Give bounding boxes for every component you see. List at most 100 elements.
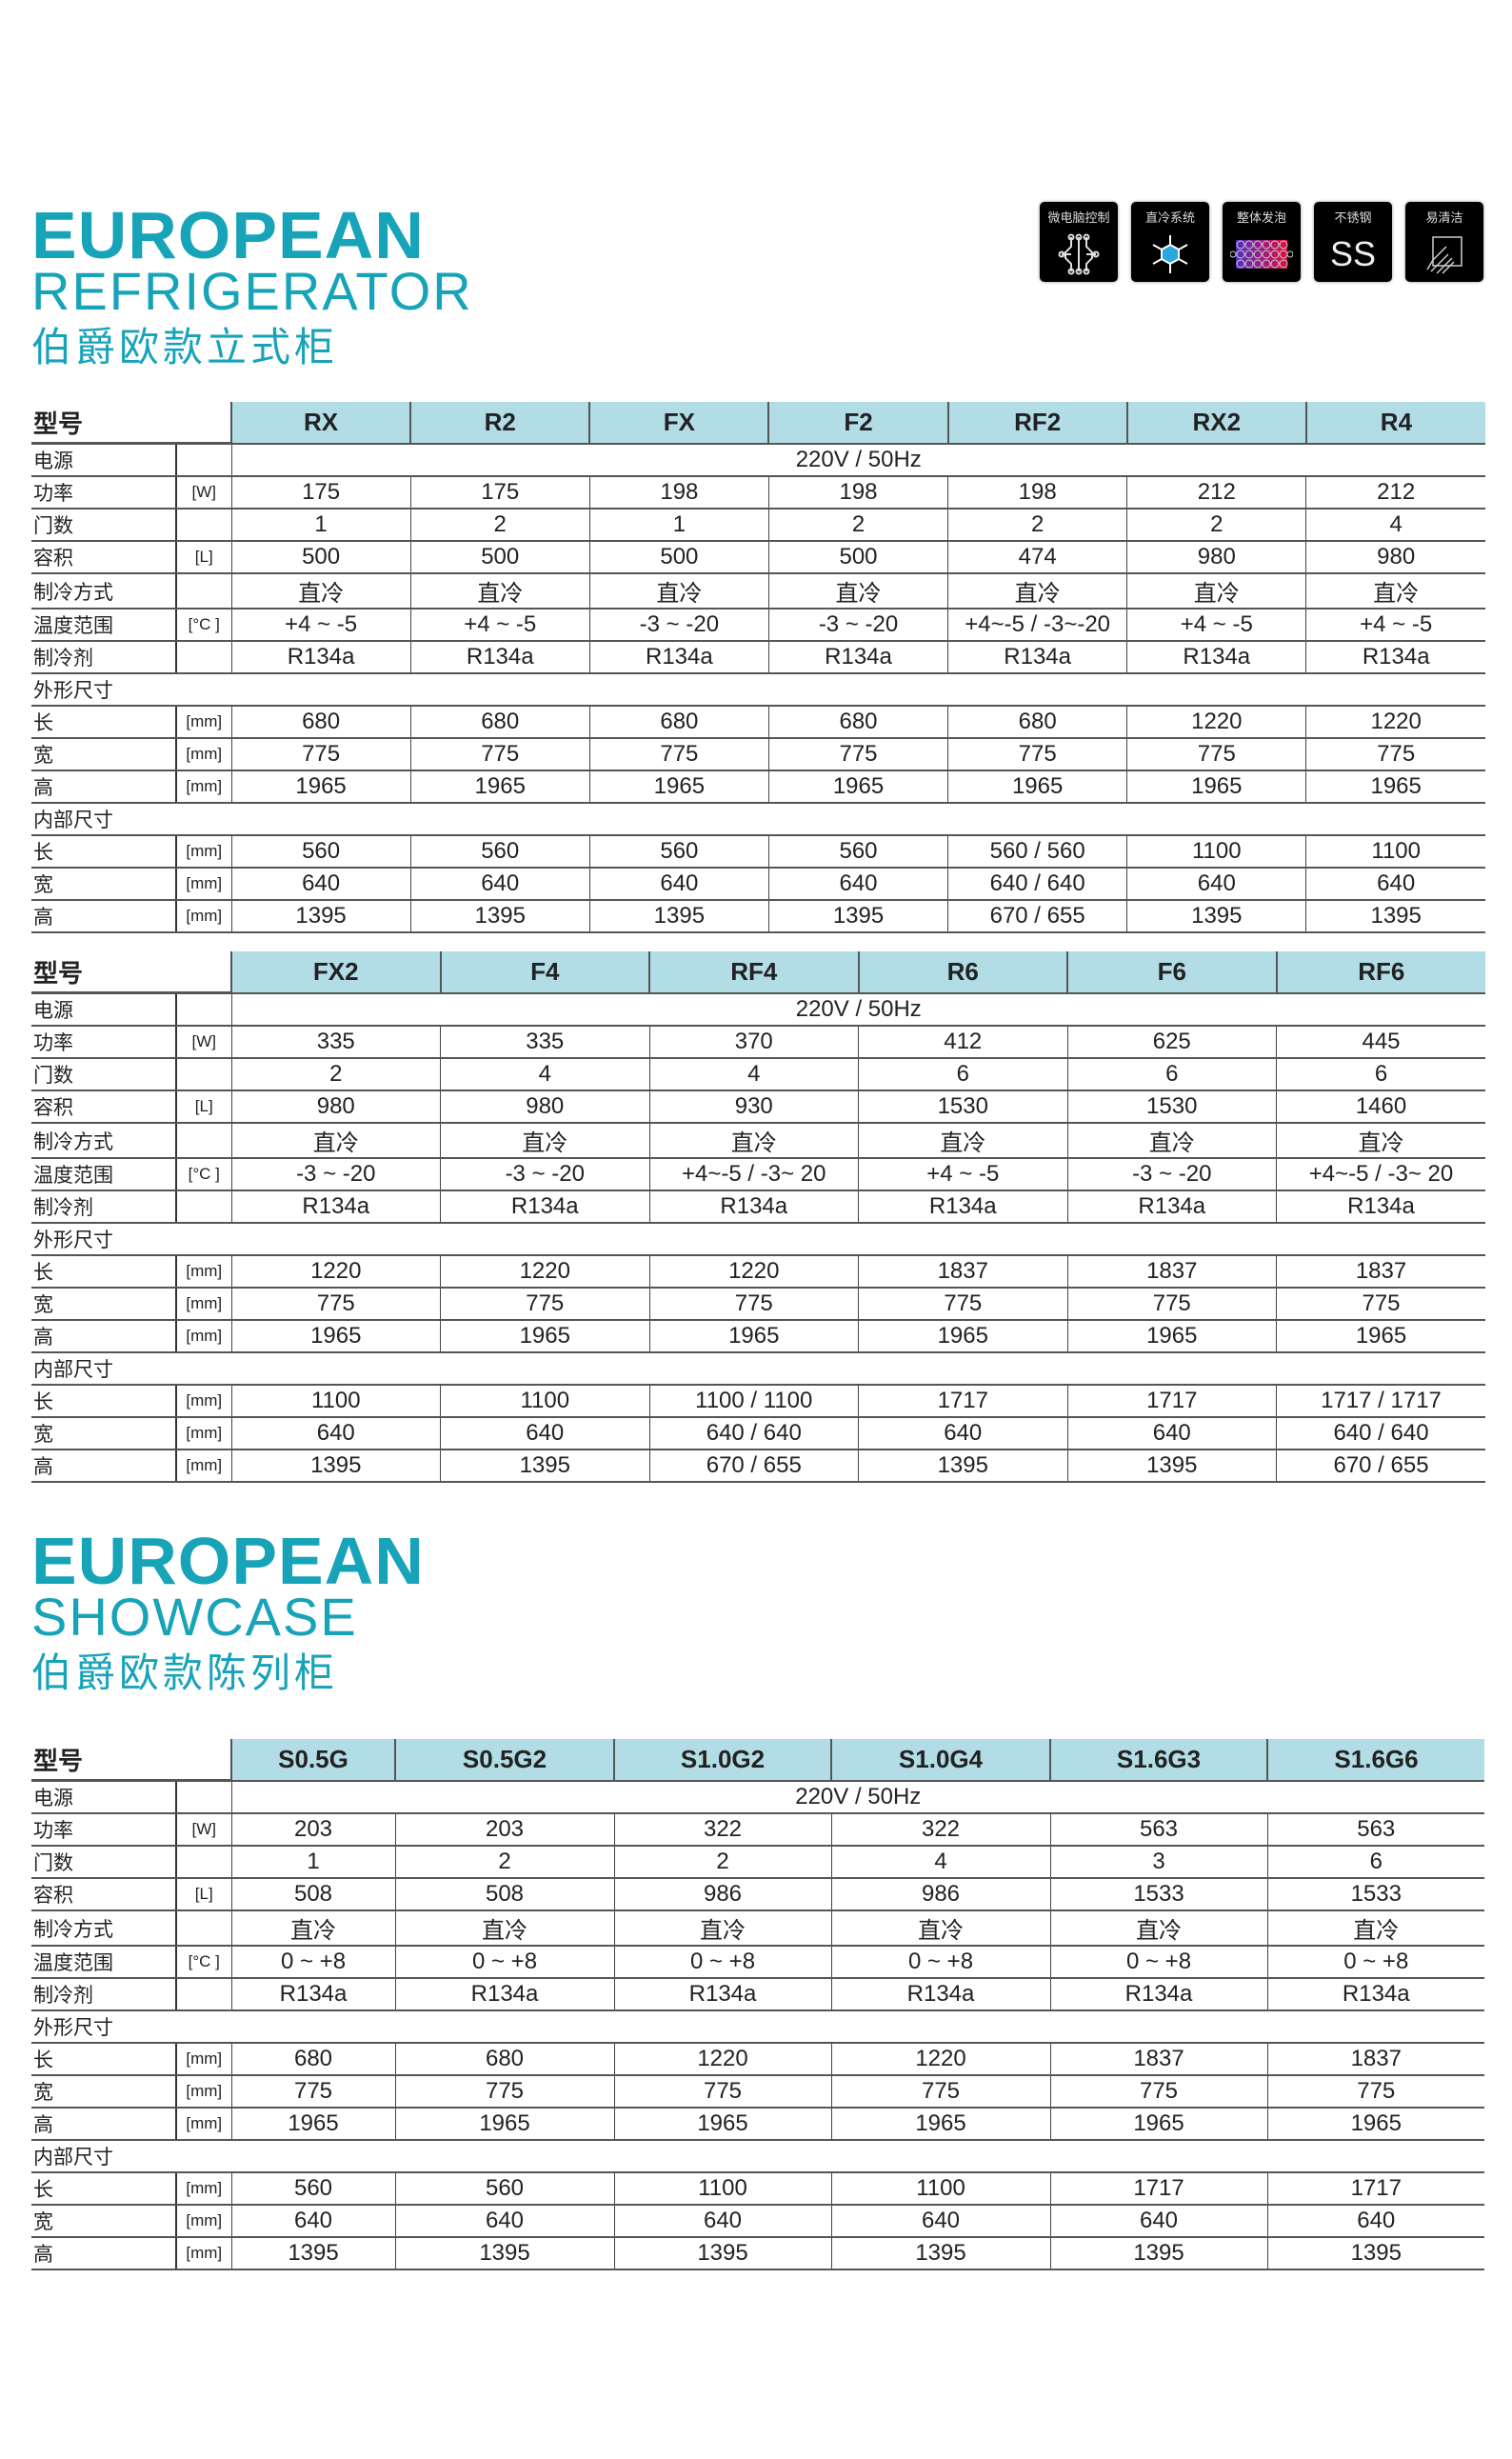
cell-value: 0 ~ +8 (1266, 1946, 1485, 1979)
table-row: 长 [mm] 560 560 1100 1100 1717 1717 (31, 2172, 1512, 2206)
table-row: 高 [mm] 1965 1965 1965 1965 1965 1965 1965 (31, 770, 1485, 804)
cell-value: 335 (230, 1026, 441, 1059)
section1-title-en2: REFRIGERATOR (31, 261, 473, 321)
hand-wipe-icon (1423, 226, 1465, 282)
cell-value: 1965 (648, 1320, 859, 1353)
cell-value: 0 ~ +8 (394, 1946, 615, 1979)
cell-value: 1717 (858, 1385, 1068, 1418)
cell-value: 1965 (230, 1320, 441, 1353)
table-row: 宽 [mm] 640 640 640 / 640 640 640 640 / 640 (31, 1417, 1486, 1450)
cell-value: 500 (588, 541, 769, 574)
cell-value: 直冷 (409, 573, 590, 610)
cell-value: 1837 (1276, 1255, 1486, 1289)
cell-value: 1 (588, 509, 769, 542)
cell-value: 775 (1266, 2075, 1485, 2109)
cell-value: +4 ~ -5 (858, 1158, 1068, 1191)
group-label: 内部尺寸 (31, 803, 1485, 836)
cell-value: 4 (1305, 509, 1485, 542)
table-row: 高 [mm] 1965 1965 1965 1965 1965 1965 (31, 1320, 1486, 1353)
cell-value: 775 (394, 2075, 615, 2109)
row-label: 功率 (31, 1026, 176, 1059)
cell-value: 直冷 (830, 1910, 1051, 1947)
table-row: 门数 1 2 2 4 3 6 (31, 1846, 1512, 1879)
table-row: 功率 [W] 335 335 370 412 625 445 (31, 1026, 1486, 1059)
cell-value: -3 ~ -20 (1066, 1158, 1277, 1191)
section1-title-en1: EUROPEAN (31, 198, 425, 272)
cell-value: 560 (767, 835, 948, 869)
cell-value: 1395 (1266, 2237, 1485, 2270)
row-label: 制冷剂 (31, 641, 176, 674)
row-label: 温度范围 (31, 609, 176, 642)
cell-value: 1100 / 1100 (648, 1385, 859, 1418)
header-row: 型号 RX R2 FX F2 RF2 RX2 R4 (31, 402, 1485, 445)
table-row: 容积 [L] 500 500 500 500 474 980 980 (31, 541, 1485, 574)
cell-value: 2 (230, 1058, 441, 1091)
cell-value: 1395 (588, 900, 769, 933)
row-unit: [mm] (174, 2043, 232, 2076)
model-header: FX (588, 402, 769, 445)
cell-value: 980 (440, 1090, 650, 1124)
table-row: 温度范围 [°C ] +4 ~ -5 +4 ~ -5 -3 ~ -20 -3 ~ -20 +… (31, 609, 1485, 642)
cell-value: 640 (613, 2205, 832, 2238)
spec-table-refrigerator-2: 型号 FX2 F4 RF4 R6 F6 RF6 电源 220V / 50Hz 功率 [W] 335 33… (31, 951, 1486, 1483)
table-row: 高 [mm] 1395 1395 1395 1395 670 / 655 1395 1395 (31, 900, 1485, 933)
row-unit: [W] (174, 1813, 232, 1847)
cell-value: +4~-5 / -3~-20 (947, 609, 1127, 642)
cell-value: 680 (947, 706, 1127, 739)
table-row: 宽 [mm] 775 775 775 775 775 775 (31, 1288, 1486, 1321)
cell-value: 2 (947, 509, 1127, 542)
stainless-steel-icon: SS (1329, 233, 1377, 273)
model-header: R4 (1304, 402, 1485, 445)
row-unit (174, 641, 232, 674)
cell-value: 1717 (1266, 2172, 1485, 2206)
cell-value: 1965 (440, 1320, 650, 1353)
cell-value: 640 (1066, 1417, 1277, 1450)
cell-value: 640 (409, 868, 590, 901)
row-label: 宽 (31, 738, 176, 771)
cell-value: 1530 (1066, 1090, 1277, 1124)
model-header: FX2 (230, 951, 441, 994)
cell-value: 640 (1305, 868, 1485, 901)
header-row: 型号 FX2 F4 RF4 R6 F6 RF6 (31, 951, 1486, 994)
row-unit (174, 1978, 232, 2011)
cell-value: 1460 (1276, 1090, 1486, 1124)
cell-value: 625 (1066, 1026, 1277, 1059)
table-row: 长 [mm] 680 680 680 680 680 1220 1220 (31, 706, 1485, 739)
table-row: 电源 220V / 50Hz (31, 443, 1485, 477)
cell-value: R134a (1049, 1978, 1268, 2011)
section2-title-en2: SHOWCASE (31, 1587, 358, 1647)
feature-label: 微电脑控制 (1047, 211, 1110, 226)
cell-value: 1717 (1066, 1385, 1277, 1418)
table-row: 长 [mm] 560 560 560 560 560 / 560 1100 1100 (31, 835, 1485, 869)
group-label: 外形尺寸 (31, 2010, 1485, 2044)
model-header: R2 (409, 402, 590, 445)
cell-value: R134a (230, 1978, 396, 2011)
row-unit: [mm] (174, 1449, 232, 1483)
cell-value: 1395 (394, 2237, 615, 2270)
table-row: 温度范围 [°C ] -3 ~ -20 -3 ~ -20 +4~-5 / -3~ 20 +… (31, 1158, 1486, 1191)
cell-value: 560 (230, 835, 411, 869)
table-row: 制冷剂 R134a R134a R134a R134a R134a R134a (31, 1978, 1512, 2011)
cell-value: 1220 (830, 2043, 1051, 2076)
row-unit: [mm] (174, 706, 232, 739)
cell-value: 670 / 655 (648, 1449, 859, 1483)
cell-value: 1395 (613, 2237, 832, 2270)
cell-value: R134a (648, 1190, 859, 1224)
row-unit: [mm] (174, 2205, 232, 2238)
group-row: 内部尺寸 (31, 1352, 1486, 1386)
cell-value: 670 / 655 (1276, 1449, 1486, 1483)
cell-value: 1100 (613, 2172, 832, 2206)
cell-value: -3 ~ -20 (440, 1158, 650, 1191)
row-unit: [°C ] (174, 609, 232, 642)
cell-value: 775 (1276, 1288, 1486, 1321)
spec-table-refrigerator-1: 型号 RX R2 FX F2 RF2 RX2 R4 电源 220V / 50Hz 功率 [W] 175 1… (31, 402, 1485, 933)
cell-value: 1965 (409, 770, 590, 804)
cell-value: 775 (858, 1288, 1068, 1321)
cell-value: 1717 (1049, 2172, 1268, 2206)
cell-value: +4 ~ -5 (230, 609, 411, 642)
cell-value: 直冷 (613, 1910, 832, 1947)
feature-badge-direct-cooling: 直冷系统 (1131, 202, 1209, 282)
table-row: 门数 2 4 4 6 6 6 (31, 1058, 1486, 1091)
cell-value: R134a (1276, 1190, 1486, 1224)
row-unit (174, 1846, 232, 1879)
